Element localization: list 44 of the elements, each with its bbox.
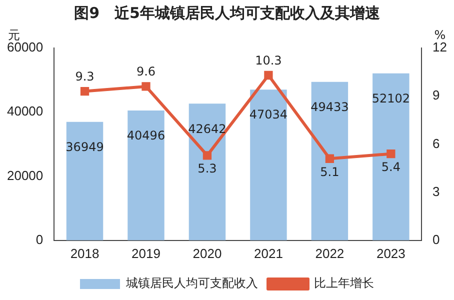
point [142, 82, 150, 91]
x-tick-label: 2020 [192, 246, 222, 261]
point [202, 151, 212, 160]
y2-tick-label: 6 [432, 136, 440, 151]
bar [372, 73, 410, 240]
point [80, 86, 90, 96]
x-tick-label: 2021 [254, 246, 283, 261]
data-label: 5.3 [198, 162, 217, 176]
data-label: 10.3 [255, 53, 282, 68]
bar [66, 122, 104, 240]
y-tick-label: 60000 [6, 40, 44, 55]
x-tick-label: 2018 [70, 246, 100, 261]
bar [311, 82, 348, 240]
legend-label: 城镇居民人均可支配收入 [125, 276, 258, 290]
bar [188, 104, 226, 240]
data-label: 40496 [126, 128, 166, 143]
data-label: 9.3 [75, 69, 94, 84]
data-label: 47034 [249, 108, 288, 122]
x-tick-label: 2023 [376, 246, 406, 261]
data-label: 9.6 [136, 64, 156, 79]
data-label: 49433 [310, 100, 349, 114]
y-tick-label: 40000 [6, 104, 44, 119]
y2-tick-label: 9 [432, 88, 440, 103]
x-tick-label: 2022 [315, 246, 344, 261]
bar [128, 110, 164, 240]
chart-title: 图9 近5年城镇居民人均可支配收入及其增速 [73, 3, 381, 24]
y2-tick-label: 12 [432, 40, 448, 55]
data-label: 52102 [372, 91, 410, 106]
data-label: 5.1 [320, 164, 340, 179]
y2-tick-label: 0 [432, 232, 440, 247]
y2-axis-title: % [434, 28, 446, 42]
legend-label: 比上年增长 [314, 276, 374, 290]
y-axis-title: 元 [8, 28, 20, 42]
y2-tick-label: 3 [432, 184, 440, 199]
data-label: 42642 [188, 122, 226, 136]
y-tick-label: 0 [36, 232, 44, 247]
point [264, 70, 273, 80]
data-label: 5.4 [381, 160, 400, 174]
y-tick-label: 20000 [6, 168, 44, 183]
point [325, 154, 334, 163]
data-label: 36949 [66, 140, 104, 154]
x-tick-label: 2019 [132, 246, 160, 261]
point [386, 149, 396, 158]
bar [250, 90, 287, 240]
